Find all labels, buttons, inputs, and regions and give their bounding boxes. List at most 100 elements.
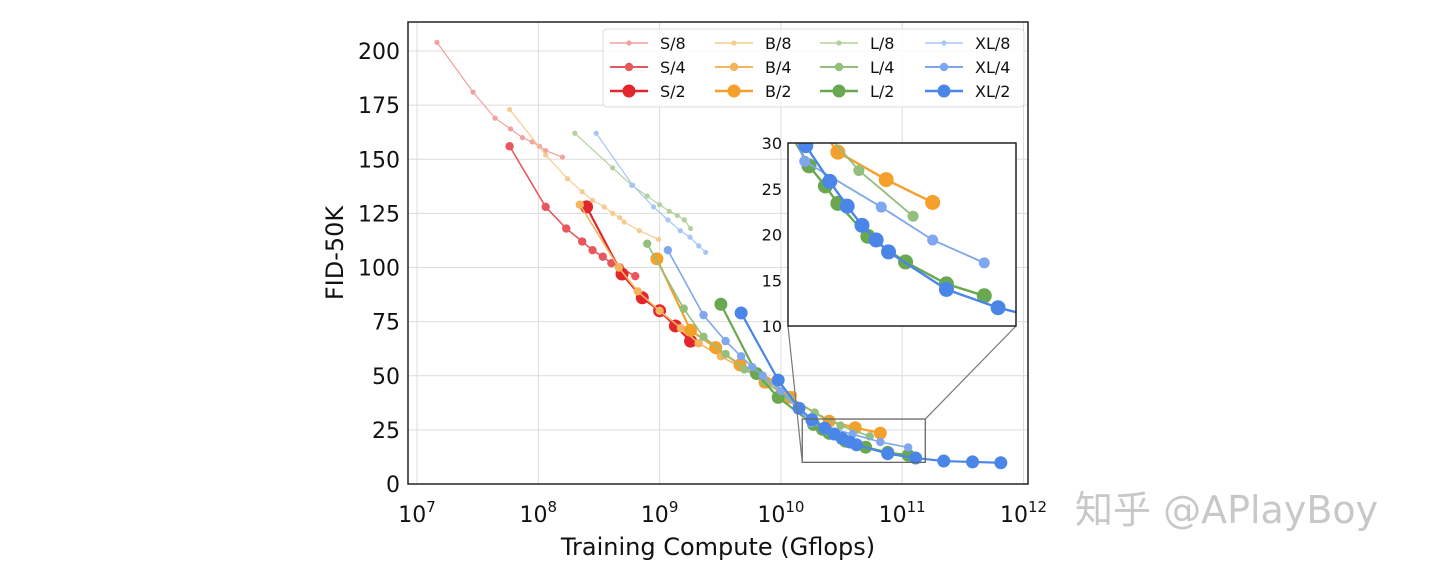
- data-point: [854, 217, 870, 233]
- data-point: [666, 208, 672, 214]
- series-line: [794, 143, 985, 297]
- zoom-region-box: [801, 418, 926, 463]
- data-point: [822, 173, 838, 189]
- x-tick-exponent: 7: [426, 498, 436, 516]
- data-point: [665, 217, 671, 223]
- x-tick-label: 1011: [879, 498, 926, 528]
- inset-y-tick-label: 25: [762, 180, 782, 199]
- legend-entry: B/2: [715, 82, 792, 101]
- data-point: [564, 176, 571, 182]
- data-point: [642, 239, 652, 248]
- inset-series: [794, 143, 1058, 328]
- inset-plot: 10 15 20 25 30: [762, 134, 1058, 336]
- data-point: [633, 287, 642, 296]
- connector-line: [787, 325, 803, 463]
- data-point: [938, 281, 954, 297]
- legend-entry: B/8: [715, 34, 792, 53]
- data-point: [927, 234, 939, 246]
- data-point: [559, 154, 565, 160]
- legend-marker: [731, 40, 737, 46]
- data-point: [799, 155, 811, 167]
- legend-label: XL/4: [975, 58, 1010, 77]
- data-point: [937, 454, 951, 468]
- legend-entry: XL/4: [925, 58, 1010, 77]
- data-point: [572, 130, 578, 136]
- data-point: [740, 365, 749, 374]
- legend-label: L/2: [870, 82, 894, 101]
- x-tick-label: 107: [398, 498, 436, 528]
- data-point: [798, 143, 814, 154]
- x-tick-base: 10: [398, 503, 426, 528]
- data-point: [925, 194, 941, 210]
- data-point: [505, 142, 514, 151]
- data-point: [976, 288, 992, 304]
- legend-label: S/4: [660, 58, 686, 77]
- data-point: [696, 243, 702, 249]
- x-tick-label: 1010: [757, 498, 804, 528]
- series-line: [829, 143, 934, 204]
- inset-y-tick-label: 20: [762, 226, 782, 245]
- data-point: [679, 304, 688, 313]
- legend-marker: [729, 62, 739, 72]
- series-XL-2-inset: [798, 143, 1058, 328]
- data-point: [657, 202, 663, 208]
- data-point: [776, 386, 786, 396]
- data-point: [630, 182, 636, 188]
- y-tick-label: 100: [358, 257, 400, 282]
- y-tick-label: 0: [386, 473, 400, 498]
- data-point: [684, 334, 698, 348]
- series-XL-8: [593, 130, 709, 255]
- data-point: [610, 210, 616, 216]
- data-point: [907, 210, 919, 222]
- x-tick-label: 109: [641, 498, 679, 528]
- legend-label: B/4: [765, 58, 792, 77]
- legend-entry: B/4: [715, 58, 792, 77]
- y-tick-label: 75: [372, 311, 400, 336]
- y-tick-label: 150: [358, 148, 400, 173]
- x-tick-base: 10: [1000, 503, 1028, 528]
- data-point: [836, 421, 845, 430]
- legend-box: [602, 28, 1025, 108]
- data-point: [721, 349, 730, 359]
- data-point: [903, 443, 913, 452]
- legend-marker: [836, 40, 842, 46]
- legend-marker: [626, 40, 632, 46]
- data-point: [614, 263, 623, 272]
- main-series: [434, 39, 1008, 470]
- data-point: [684, 323, 698, 337]
- legend-entry: S/2: [610, 82, 686, 101]
- series-line: [574, 132, 692, 229]
- legend-marker: [622, 84, 636, 98]
- x-tick-exponent: 9: [669, 498, 679, 516]
- data-point: [850, 438, 864, 452]
- data-point: [663, 245, 673, 255]
- data-point: [541, 202, 550, 212]
- data-point: [681, 217, 687, 223]
- legend-marker: [939, 62, 949, 72]
- data-point: [758, 371, 768, 380]
- data-point: [588, 245, 597, 255]
- legend-entry: S/4: [610, 58, 686, 77]
- data-point: [677, 228, 683, 234]
- data-point: [736, 352, 746, 361]
- data-point: [873, 426, 887, 440]
- legend-label: L/8: [870, 34, 894, 53]
- data-point: [699, 310, 708, 320]
- data-point: [631, 271, 640, 281]
- data-point: [878, 172, 894, 188]
- data-point: [507, 106, 513, 113]
- legend-label: B/2: [765, 82, 792, 101]
- data-point: [610, 165, 616, 171]
- legend-entry: S/8: [610, 34, 686, 53]
- data-point: [687, 225, 694, 232]
- data-point: [881, 244, 897, 260]
- inset-zoom-indicator: [787, 325, 1017, 463]
- legend-label: L/4: [870, 58, 894, 77]
- x-tick-base: 10: [641, 503, 669, 528]
- data-point: [1043, 313, 1058, 328]
- series-line: [508, 145, 636, 277]
- data-point: [470, 89, 476, 95]
- x-axis: 107 108 109 1010 1011 1012: [398, 498, 1047, 528]
- legend: S/8 S/4 S/2 B/8 B/4 B/2 L/8 L/4 L/2 XL/8 XL/4 XL/2: [602, 28, 1025, 108]
